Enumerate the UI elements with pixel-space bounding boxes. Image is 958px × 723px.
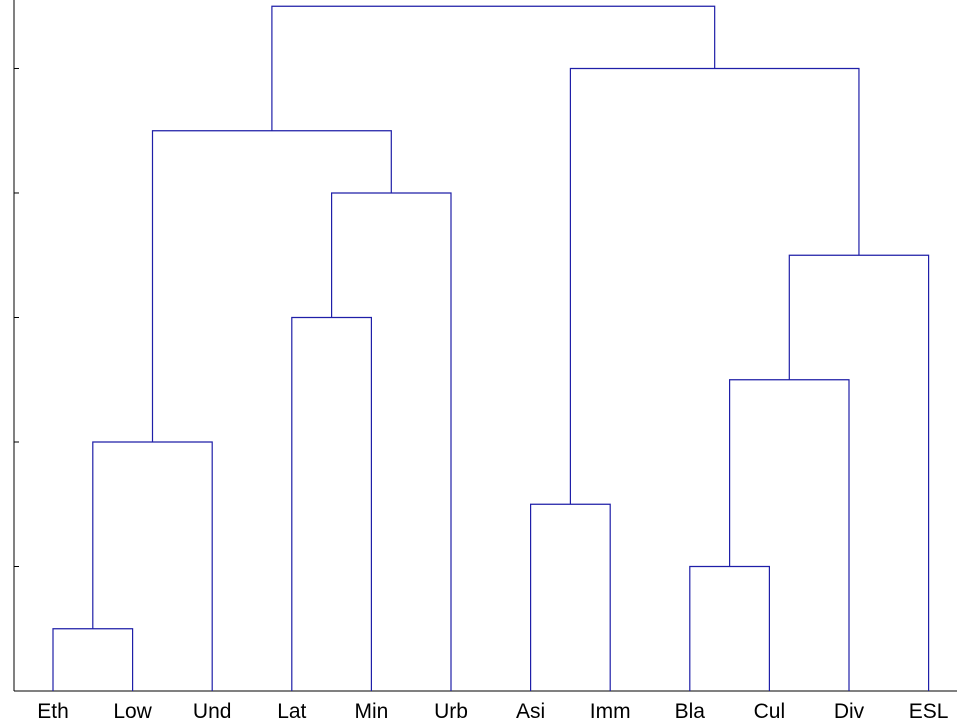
link-asi-imm--bla-cul-div-esl bbox=[569, 67, 860, 505]
link-lat-min--urb bbox=[331, 192, 452, 691]
link-bla--cul bbox=[689, 565, 770, 691]
dendrogram-links bbox=[52, 5, 930, 691]
axes bbox=[13, 0, 957, 692]
leaf-label-imm: Imm bbox=[590, 700, 631, 723]
leaf-labels: Eth Low Und Lat Min Urb Asi Imm Bla Cul Div ESL bbox=[37, 700, 948, 723]
leaf-label-bla: Bla bbox=[675, 700, 706, 723]
link-asi--imm bbox=[530, 503, 611, 691]
leaf-label-lat: Lat bbox=[277, 700, 306, 723]
link-eth-low--und bbox=[92, 441, 213, 691]
link-eth-low-und--lat-min-urb bbox=[151, 130, 392, 442]
link-lat--min bbox=[291, 316, 372, 691]
leaf-label-div: Div bbox=[834, 700, 865, 723]
link-bla-cul-div--esl bbox=[788, 254, 930, 691]
leaf-label-eth: Eth bbox=[37, 700, 69, 723]
leaf-label-cul: Cul bbox=[754, 700, 786, 723]
leaf-label-urb: Urb bbox=[434, 700, 468, 723]
link-bla-cul--div bbox=[729, 379, 850, 691]
link-eth--low bbox=[52, 628, 134, 691]
link-eth-low-und-lat-min-urb--asi-imm-bla-cul-div-esl bbox=[271, 5, 716, 131]
leaf-label-esl: ESL bbox=[909, 700, 949, 723]
leaf-label-und: Und bbox=[193, 700, 232, 723]
leaf-label-low: Low bbox=[113, 700, 152, 723]
leaf-label-asi: Asi bbox=[516, 700, 545, 723]
leaf-label-min: Min bbox=[354, 700, 388, 723]
